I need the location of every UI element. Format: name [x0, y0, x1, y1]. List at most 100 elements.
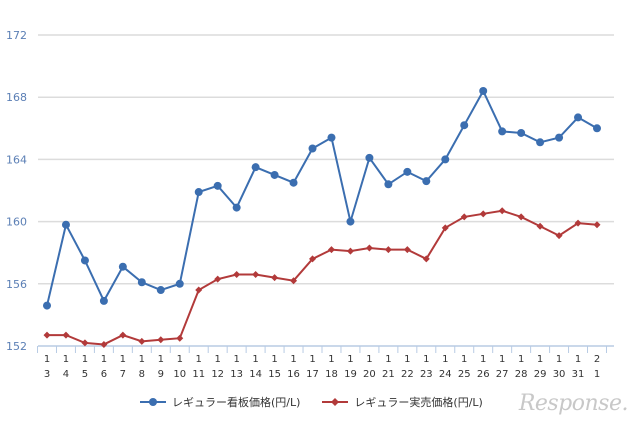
legend-label: レギュラー看板価格(円/L) [172, 396, 301, 409]
x-tick-label: 1 [309, 354, 315, 365]
y-tick-label: 152 [6, 340, 27, 353]
data-point [251, 163, 260, 172]
data-point [62, 331, 70, 339]
x-tick-label: 1 [252, 354, 258, 365]
series-line [46, 88, 598, 306]
x-tick-label: 1 [63, 354, 69, 365]
data-point [214, 275, 222, 283]
data-point [61, 220, 70, 229]
data-point [270, 170, 279, 179]
data-point [403, 167, 412, 176]
x-tick-label: 1 [347, 354, 353, 365]
data-point [517, 128, 526, 137]
data-point [43, 331, 51, 339]
data-point [137, 278, 146, 287]
data-point [138, 337, 146, 345]
x-tick-label: 1 [177, 354, 183, 365]
data-point [81, 339, 89, 347]
x-tick-label: 25 [458, 369, 471, 380]
x-tick-label: 1 [271, 354, 277, 365]
x-tick-label: 3 [44, 369, 50, 380]
x-tick-label: 1 [404, 354, 410, 365]
x-tick-label: 1 [537, 354, 543, 365]
data-point [327, 246, 335, 254]
data-point [555, 133, 564, 142]
data-point [479, 86, 488, 95]
x-tick-label: 1 [461, 354, 467, 365]
data-point [252, 270, 260, 278]
x-tick-label: 1 [158, 354, 164, 365]
x-tick-label: 16 [287, 369, 300, 380]
data-point [80, 256, 89, 265]
data-point [232, 203, 241, 212]
data-point [118, 262, 127, 271]
series-line [47, 209, 598, 346]
data-point [309, 255, 317, 263]
x-tick-label: 1 [575, 354, 581, 365]
data-point [233, 270, 241, 278]
x-tick-label: 1 [196, 354, 202, 365]
data-point [403, 246, 411, 254]
data-point [422, 177, 431, 186]
data-point [157, 336, 165, 344]
data-point [365, 153, 374, 162]
data-point [536, 222, 544, 230]
data-point [289, 178, 298, 187]
x-tick-label: 7 [120, 369, 126, 380]
legend: レギュラー看板価格(円/L) レギュラー実売価格(円/L) [140, 394, 483, 410]
x-tick-label: 1 [423, 354, 429, 365]
x-tick-label: 1 [366, 354, 372, 365]
x-tick-label: 1 [328, 354, 334, 365]
x-tick-label: 1 [499, 354, 505, 365]
x-tick-label: 1 [82, 354, 88, 365]
data-point [100, 340, 108, 348]
data-point [460, 213, 468, 221]
legend-label: レギュラー実売価格(円/L) [354, 396, 483, 409]
y-tick-label: 172 [6, 29, 27, 42]
x-tick-label: 1 [442, 354, 448, 365]
data-point [176, 334, 184, 342]
x-tick-label: 20 [363, 369, 376, 380]
data-point [365, 244, 373, 252]
data-point [593, 124, 601, 133]
x-tick-label: 29 [534, 369, 547, 380]
x-tick-label: 21 [382, 369, 395, 380]
data-point [384, 246, 392, 254]
x-tick-label: 18 [325, 369, 338, 380]
data-point [517, 213, 525, 221]
data-point [346, 247, 354, 255]
data-point [290, 277, 298, 285]
x-tick-label: 5 [82, 369, 88, 380]
x-tick-label: 1 [290, 354, 296, 365]
data-point [194, 188, 203, 197]
data-point [346, 217, 355, 226]
x-tick-label: 1 [120, 354, 126, 365]
data-point [441, 224, 449, 232]
x-tick-label: 12 [211, 369, 224, 380]
x-tick-label: 30 [553, 369, 566, 380]
legend-item-signboard-price: レギュラー看板価格(円/L) [140, 394, 300, 410]
x-tick-label: 1 [556, 354, 562, 365]
x-tick-label: 1 [480, 354, 486, 365]
x-tick-label: 1 [594, 369, 600, 380]
x-tick-label: 24 [439, 369, 452, 380]
x-tick-label: 1 [385, 354, 391, 365]
x-tick-label: 1 [44, 354, 50, 365]
data-point [156, 286, 165, 295]
x-tick-label: 1 [233, 354, 239, 365]
x-tick-label: 19 [344, 369, 357, 380]
x-tick-label: 6 [101, 369, 107, 380]
data-point [593, 221, 601, 229]
x-tick-label: 4 [63, 369, 69, 380]
data-point [175, 279, 184, 288]
data-point [574, 219, 582, 227]
y-tick-label: 156 [6, 278, 27, 291]
x-tick-label: 28 [515, 369, 528, 380]
x-tick-label: 15 [268, 369, 281, 380]
y-tick-label: 164 [6, 153, 27, 166]
x-tick-label: 9 [158, 369, 164, 380]
data-point [195, 286, 203, 294]
x-tick-label: 14 [249, 369, 262, 380]
data-point [555, 232, 563, 240]
data-point [498, 207, 506, 215]
